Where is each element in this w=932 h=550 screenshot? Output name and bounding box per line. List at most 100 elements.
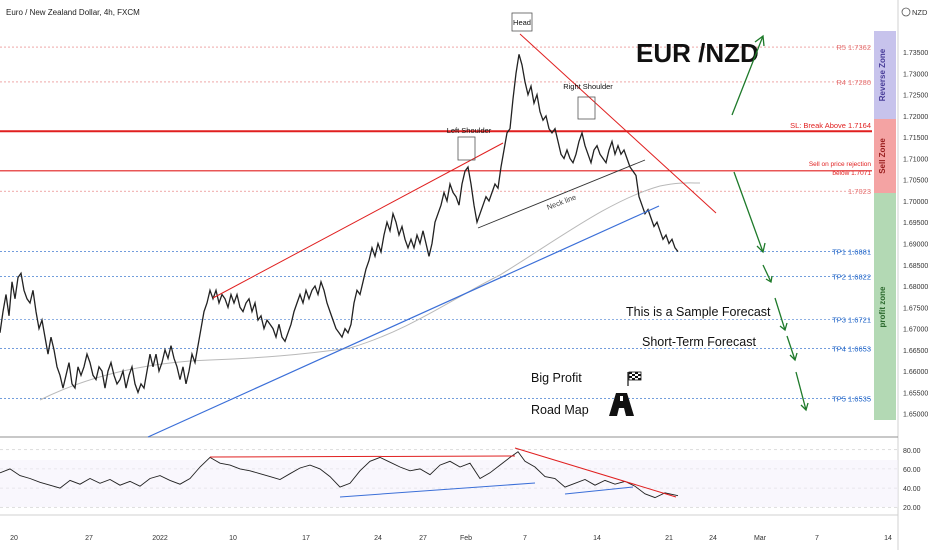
- sell-zone-bar: [874, 119, 896, 193]
- y-tick-label: 1.65000: [903, 412, 928, 419]
- x-tick-label: 14: [593, 535, 601, 542]
- x-tick-label: 27: [419, 535, 427, 542]
- x-tick-label: 10: [229, 535, 237, 542]
- rsi-axis-ticks: 80.00 60.00 40.00 20.00: [0, 448, 921, 512]
- y-tick-label: 1.73500: [903, 50, 928, 57]
- level-label: TP1 1.6881: [832, 248, 871, 257]
- rising-channel-upper: [212, 142, 504, 299]
- rsi-support-line: [339, 482, 536, 498]
- price-series-line: [0, 54, 679, 395]
- neck-line: [477, 159, 646, 229]
- sell-zone-label: Sell Zone: [878, 138, 887, 174]
- reverse-zone-label: Reverse Zone: [878, 48, 887, 101]
- y-tick-label: 1.70500: [903, 178, 928, 185]
- y-tick-label: 1.71000: [903, 156, 928, 163]
- x-tick-label: 27: [85, 535, 93, 542]
- down-arrow-5: [795, 371, 807, 411]
- y-tick-label: 1.73000: [903, 71, 928, 78]
- x-tick-label: 7: [523, 535, 527, 542]
- x-tick-label: 17: [302, 535, 310, 542]
- y-tick-label: 1.70000: [903, 199, 928, 206]
- down-arrow-2-head: [765, 275, 773, 284]
- x-tick-label: 24: [709, 535, 717, 542]
- short-term-forecast-label: Short-Term Forecast: [642, 335, 756, 349]
- right-shoulder-label: Right Shoulder: [563, 82, 613, 91]
- currency-badge[interactable]: NZD: [901, 7, 928, 17]
- down-arrow-4-head: [789, 352, 798, 362]
- head-label: Head: [513, 18, 531, 27]
- x-tick-label: 7: [815, 535, 819, 542]
- y-tick-label: 1.71500: [903, 135, 928, 142]
- price-levels: R5 1.7362 R4 1.7280 1.7023 TP1 1.6881 TP2 1.…: [0, 43, 872, 404]
- y-tick-label: 1.67500: [903, 305, 928, 312]
- down-arrow-4: [786, 335, 796, 361]
- pair-title: EUR /NZD: [636, 38, 759, 68]
- y-tick-label: 1.66500: [903, 348, 928, 355]
- x-axis-ticks: 20 27 2022 10 17 24 27 Feb 7 14 21 24 Mar 7 14: [10, 535, 892, 542]
- rising-support-line: [147, 205, 660, 438]
- settings-icon: [901, 7, 911, 17]
- y-tick-label: 1.66000: [903, 369, 928, 376]
- level-label: TP5 1.6535: [832, 395, 871, 404]
- rsi-support-line-2: [564, 486, 634, 495]
- x-tick-label: 2022: [152, 535, 168, 542]
- rsi-tick-label: 80.00: [903, 448, 921, 455]
- up-arrow-head: [754, 34, 765, 47]
- rsi-tick-label: 40.00: [903, 486, 921, 493]
- forecast-arrows: [731, 34, 809, 412]
- x-tick-label: 21: [665, 535, 673, 542]
- level-label: TP3 1.6721: [832, 316, 871, 325]
- y-tick-label: 1.69000: [903, 242, 928, 249]
- y-axis-ticks: 1.73500 1.73000 1.72500 1.72000 1.71500 1.710…: [903, 50, 928, 418]
- sell-label-line2: below 1.7071: [832, 170, 871, 177]
- profit-zone-label: profit zone: [878, 286, 887, 327]
- y-tick-label: 1.68000: [903, 284, 928, 291]
- y-tick-label: 1.65500: [903, 390, 928, 397]
- x-tick-label: 24: [374, 535, 382, 542]
- y-tick-label: 1.69500: [903, 220, 928, 227]
- descending-trend-line: [519, 33, 717, 214]
- road-icon: [609, 393, 634, 416]
- rsi-line: [0, 451, 679, 499]
- level-label: 1.7023: [848, 187, 871, 196]
- road-map-label: Road Map: [531, 403, 589, 417]
- x-tick-label: Mar: [754, 535, 767, 542]
- profit-zone-bar: [874, 193, 896, 420]
- y-tick-label: 1.68500: [903, 263, 928, 270]
- reverse-zone-bar: [874, 31, 896, 119]
- rsi-tick-label: 20.00: [903, 505, 921, 512]
- sample-forecast-label: This is a Sample Forecast: [626, 305, 771, 319]
- down-arrow-1: [733, 171, 764, 253]
- rsi-band: [0, 460, 898, 507]
- left-shoulder-box: [457, 136, 476, 161]
- down-arrow-3: [774, 297, 786, 331]
- head-marker-box: [511, 12, 533, 32]
- big-profit-label: Big Profit: [531, 371, 582, 385]
- right-shoulder-box: [577, 96, 596, 120]
- sl-label: SL: Break Above 1.7164: [790, 121, 871, 130]
- checkered-flag-icon: [627, 371, 642, 386]
- y-tick-label: 1.72000: [903, 114, 928, 121]
- level-label: TP2 1.6822: [832, 273, 871, 282]
- x-tick-label: 14: [884, 535, 892, 542]
- down-arrow-2: [762, 264, 772, 283]
- level-label: R5 1.7362: [836, 43, 871, 52]
- x-tick-label: 20: [10, 535, 18, 542]
- down-arrow-3-head: [779, 322, 788, 332]
- y-tick-label: 1.72500: [903, 93, 928, 100]
- rsi-tick-label: 60.00: [903, 467, 921, 474]
- down-arrow-5-head: [800, 402, 809, 412]
- level-label: TP4 1.6653: [832, 345, 871, 354]
- chart-title: Euro / New Zealand Dollar, 4h, FXCM: [6, 8, 140, 17]
- level-label: R4 1.7280: [836, 78, 871, 87]
- up-forecast-arrow: [731, 35, 764, 116]
- y-tick-label: 1.67000: [903, 327, 928, 334]
- currency-label: NZD: [912, 8, 928, 17]
- moving-average-line: [39, 182, 701, 401]
- rsi-resistance-line: [209, 455, 516, 458]
- x-tick-label: Feb: [460, 535, 472, 542]
- down-arrow-1-head: [756, 242, 766, 254]
- rsi-descending-line: [514, 447, 677, 498]
